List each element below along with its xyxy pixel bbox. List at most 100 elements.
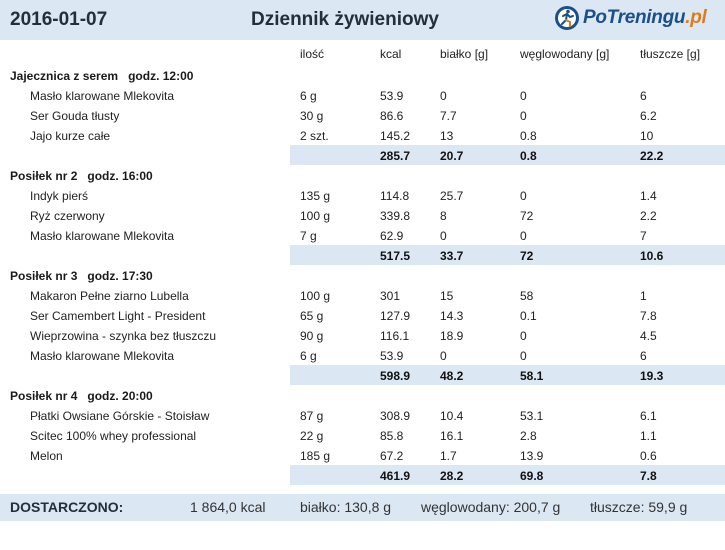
food-protein: 10.4	[440, 409, 464, 423]
food-protein: 25.7	[440, 189, 464, 203]
food-carbs: 53.1	[520, 409, 544, 423]
food-qty: 100 g	[300, 209, 331, 223]
meal-time: godz. 20:00	[87, 389, 153, 403]
page-title: Dziennik żywieniowy	[251, 9, 439, 30]
table-row: Ser Camembert Light - President 65 g 127…	[0, 309, 725, 329]
table-row: Ser Gouda tłusty 30 g 86.6 7.7 0 6.2	[0, 109, 725, 129]
total-protein: 48.2	[440, 369, 464, 383]
table-row: Ryż czerwony 100 g 339.8 8 72 2.2	[0, 209, 725, 229]
food-kcal: 53.9	[380, 89, 404, 103]
food-kcal: 301	[380, 289, 401, 303]
meal-name: Jajecznica z serem	[10, 69, 119, 83]
total-carbs: 72	[520, 249, 534, 263]
food-kcal: 308.9	[380, 409, 411, 423]
food-fat: 2.2	[640, 209, 657, 223]
food-qty: 22 g	[300, 429, 324, 443]
summary-label: DOSTARCZONO:	[10, 499, 124, 515]
food-fat: 1.4	[640, 189, 657, 203]
food-kcal: 67.2	[380, 449, 404, 463]
food-kcal: 127.9	[380, 309, 411, 323]
column-headers: ilość kcal białko [g] węglowodany [g] tł…	[0, 47, 725, 65]
total-carbs: 69.8	[520, 469, 544, 483]
food-name: Ser Gouda tłusty	[30, 109, 120, 123]
meal-time: godz. 12:00	[128, 69, 194, 83]
total-protein: 28.2	[440, 469, 464, 483]
table-row: Makaron Pełne ziarno Lubella 100 g 301 1…	[0, 289, 725, 309]
food-qty: 90 g	[300, 329, 324, 343]
col-protein: białko [g]	[440, 47, 489, 61]
summary-kcal: 1 864,0 kcal	[190, 499, 266, 515]
food-qty: 65 g	[300, 309, 324, 323]
table-row: Wieprzowina - szynka bez tłuszczu 90 g 1…	[0, 329, 725, 349]
table-row: Masło klarowane Mlekovita 6 g 53.9 0 0 6	[0, 349, 725, 369]
total-protein: 33.7	[440, 249, 464, 263]
total-fat: 19.3	[640, 369, 664, 383]
meal-total-row: 285.7 20.7 0.8 22.2	[290, 145, 725, 165]
food-name: Płatki Owsiane Górskie - Stoisław	[30, 409, 210, 423]
food-fat: 0.6	[640, 449, 657, 463]
food-protein: 0	[440, 229, 447, 243]
total-fat: 10.6	[640, 249, 664, 263]
brand-name: PoTreningu.pl	[583, 7, 707, 29]
meal-name: Posiłek nr 4	[10, 389, 78, 403]
meal-heading: Posiłek nr 3 godz. 17:30	[10, 269, 153, 283]
food-name: Melon	[30, 449, 63, 463]
food-kcal: 53.9	[380, 349, 404, 363]
daily-summary-bar: DOSTARCZONO: 1 864,0 kcal białko: 130,8 …	[0, 494, 725, 521]
food-qty: 2 szt.	[300, 129, 329, 143]
summary-fat: tłuszcze: 59,9 g	[590, 499, 688, 515]
total-kcal: 517.5	[380, 249, 411, 263]
food-fat: 6.1	[640, 409, 657, 423]
food-kcal: 62.9	[380, 229, 404, 243]
food-fat: 1	[640, 289, 647, 303]
table-row: Scitec 100% whey professional 22 g 85.8 …	[0, 429, 725, 449]
table-row: Płatki Owsiane Górskie - Stoisław 87 g 3…	[0, 409, 725, 429]
meal-name: Posiłek nr 3	[10, 269, 78, 283]
food-qty: 135 g	[300, 189, 331, 203]
food-carbs: 0	[520, 229, 527, 243]
food-carbs: 0	[520, 349, 527, 363]
food-protein: 7.7	[440, 109, 457, 123]
food-qty: 87 g	[300, 409, 324, 423]
meal-heading: Posiłek nr 2 godz. 16:00	[10, 169, 153, 183]
col-kcal: kcal	[380, 47, 402, 61]
summary-carbs: węglowodany: 200,7 g	[421, 499, 561, 515]
food-fat: 7.8	[640, 309, 657, 323]
runner-logo-icon	[555, 6, 579, 30]
total-kcal: 461.9	[380, 469, 411, 483]
meal-total-row: 461.9 28.2 69.8 7.8	[290, 465, 725, 485]
food-kcal: 86.6	[380, 109, 404, 123]
meal-time: godz. 16:00	[87, 169, 153, 183]
food-qty: 7 g	[300, 229, 317, 243]
meal-time: godz. 17:30	[87, 269, 153, 283]
table-row: Masło klarowane Mlekovita 7 g 62.9 0 0 7	[0, 229, 725, 249]
food-fat: 6	[640, 89, 647, 103]
table-row: Masło klarowane Mlekovita 6 g 53.9 0 0 6	[0, 89, 725, 109]
brand-tld: .pl	[685, 7, 707, 28]
total-fat: 22.2	[640, 149, 664, 163]
food-fat: 1.1	[640, 429, 657, 443]
food-name: Scitec 100% whey professional	[30, 429, 197, 443]
total-kcal: 598.9	[380, 369, 411, 383]
table-row: Melon 185 g 67.2 1.7 13.9 0.6	[0, 449, 725, 469]
brand-main: PoTreningu	[583, 7, 686, 28]
food-carbs: 0.1	[520, 309, 537, 323]
food-carbs: 0.8	[520, 129, 537, 143]
food-protein: 16.1	[440, 429, 464, 443]
food-qty: 185 g	[300, 449, 331, 463]
food-kcal: 114.8	[380, 189, 410, 203]
food-name: Masło klarowane Mlekovita	[30, 349, 175, 363]
food-fat: 6.2	[640, 109, 657, 123]
brand-logo: PoTreningu.pl	[553, 4, 707, 32]
diary-date: 2016-01-07	[10, 9, 108, 30]
header-bar: 2016-01-07 Dziennik żywieniowy PoTrening…	[0, 0, 725, 40]
food-name: Masło klarowane Mlekovita	[30, 229, 175, 243]
food-kcal: 116.1	[380, 329, 410, 343]
food-qty: 100 g	[300, 289, 331, 303]
food-carbs: 2.8	[520, 429, 537, 443]
total-carbs: 0.8	[520, 149, 537, 163]
food-carbs: 0	[520, 89, 527, 103]
food-protein: 15	[440, 289, 454, 303]
meal-heading: Posiłek nr 4 godz. 20:00	[10, 389, 153, 403]
table-row: Jajo kurze całe 2 szt. 145.2 13 0.8 10	[0, 129, 725, 149]
